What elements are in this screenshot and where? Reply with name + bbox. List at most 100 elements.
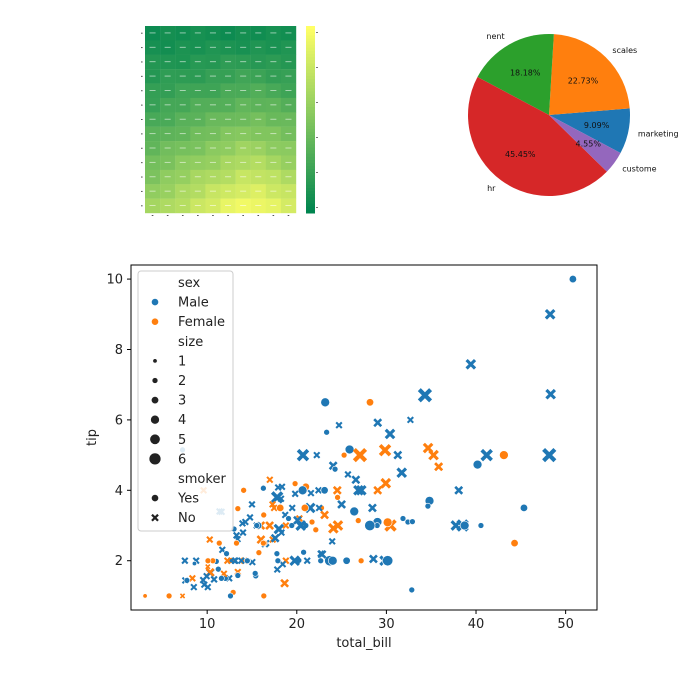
scatter-point <box>355 484 367 496</box>
scatter-point <box>231 557 239 565</box>
colorbar-segment <box>306 41 315 46</box>
heatmap-cell-annotation <box>225 205 232 206</box>
scatter-point <box>428 449 439 461</box>
scatter-point <box>289 555 301 567</box>
colorbar-tick <box>316 32 318 33</box>
heatmap-cell-annotation <box>179 118 186 120</box>
legend-marker-male <box>151 298 159 306</box>
colorbar-segment <box>306 97 315 102</box>
heatmap-cell-annotation <box>194 133 201 135</box>
heatmap-cell-annotation <box>194 205 201 206</box>
heatmap-y-tick <box>141 104 143 106</box>
legend-marker-size-6 <box>148 452 162 466</box>
scatter-point <box>568 275 577 284</box>
heatmap-cell-annotation <box>255 75 262 77</box>
colorbar-tick <box>316 102 318 103</box>
heatmap-cell-annotation <box>179 32 186 34</box>
heatmap-cell-annotation <box>255 147 262 149</box>
legend-hue-female: Female <box>178 315 225 330</box>
scatter-point <box>328 537 336 545</box>
heatmap-x-tick <box>181 215 184 216</box>
heatmap-cell-annotation <box>255 161 262 163</box>
heatmap-y-tick <box>141 61 143 63</box>
heatmap-cell-annotation <box>255 90 262 91</box>
scatter-point <box>393 450 403 460</box>
scatter-point <box>406 416 414 424</box>
heatmap-cell-annotation <box>194 61 201 63</box>
pie-slice-label: scales <box>612 46 637 55</box>
heatmap-cell-annotation <box>240 147 247 149</box>
scatter-point <box>317 549 327 559</box>
pie-slice-label: hr <box>487 184 496 193</box>
scatter-point <box>373 418 383 428</box>
colorbar-segment <box>306 200 315 205</box>
heatmap-cell-annotation <box>194 161 201 163</box>
scatter-point <box>434 462 444 472</box>
heatmap-cell-annotation <box>149 61 156 63</box>
heatmap-cell-annotation <box>225 104 232 106</box>
pie-pct-label: 9.09% <box>584 121 610 130</box>
heatmap-cell-annotation <box>194 147 201 149</box>
heatmap-cell-annotation <box>270 133 277 135</box>
colorbar-segment <box>306 78 315 83</box>
heatmap-cell-annotation <box>149 118 156 120</box>
heatmap-cell-annotation <box>209 118 216 120</box>
scatter-point <box>191 561 197 567</box>
legend-hue-title: sex <box>178 276 201 291</box>
colorbar-segment <box>306 47 315 52</box>
colorbar-segment <box>306 116 315 120</box>
heatmap-y-tick <box>141 133 143 135</box>
heatmap-cell-annotation <box>179 75 186 77</box>
colorbar-tick <box>316 172 318 173</box>
heatmap-cell-annotation <box>209 32 216 34</box>
colorbar-segment <box>306 160 315 164</box>
legend-size-6: 6 <box>178 452 186 467</box>
heatmap-cell-annotation <box>164 190 171 192</box>
scatter-point <box>480 448 493 462</box>
y-axis-label: tip <box>85 429 100 446</box>
colorbar-segment <box>306 197 315 202</box>
colorbar-segment <box>306 178 315 183</box>
heatmap-cell-annotation <box>194 75 201 77</box>
scatter-point <box>215 565 222 573</box>
legend-frame <box>137 270 234 532</box>
heatmap-cell-annotation <box>179 205 186 206</box>
scatter-point <box>239 529 247 537</box>
legend-style-no: No <box>178 511 196 526</box>
scatter-point <box>323 428 330 436</box>
heatmap-cell-annotation <box>285 161 292 163</box>
pie-pct-label: 18.18% <box>510 69 541 78</box>
scatter-point <box>274 557 282 564</box>
colorbar-segment <box>306 191 315 195</box>
heatmap-cell-annotation <box>209 133 216 135</box>
legend-marker-smoker-no <box>151 513 159 522</box>
scatter-point <box>260 484 267 492</box>
colorbar-segment <box>306 147 315 152</box>
heatmap-cell-annotation <box>240 75 247 77</box>
scatter-point <box>188 574 196 582</box>
scatter-point <box>265 521 275 530</box>
scatter-point <box>357 557 365 564</box>
heatmap-x-tick <box>197 215 199 216</box>
heatmap-cell-annotation <box>209 147 216 149</box>
colorbar-segment <box>306 141 315 145</box>
scatter-point <box>373 485 383 495</box>
scatter-point <box>367 503 377 513</box>
heatmap-cell-annotation <box>149 147 156 149</box>
colorbar-segment <box>306 184 315 189</box>
colorbar-segment <box>306 29 315 33</box>
scatter-axes-frame <box>130 264 598 611</box>
pie-slice-nent <box>477 34 554 115</box>
x-axis-label: total_bill <box>336 636 391 651</box>
scatter-point <box>244 557 251 564</box>
heatmap-cell-annotation <box>194 90 201 91</box>
heatmap-y-tick <box>141 32 143 34</box>
scatter-point <box>218 575 225 582</box>
colorbar-segment <box>306 75 315 80</box>
colorbar-segment <box>306 206 315 211</box>
scatter-point <box>190 583 198 591</box>
heatmap-cell-annotation <box>240 176 247 178</box>
x-tick-label: 30 <box>378 617 395 632</box>
colorbar-segment <box>306 50 315 55</box>
heatmap-cell-annotation <box>270 161 277 163</box>
